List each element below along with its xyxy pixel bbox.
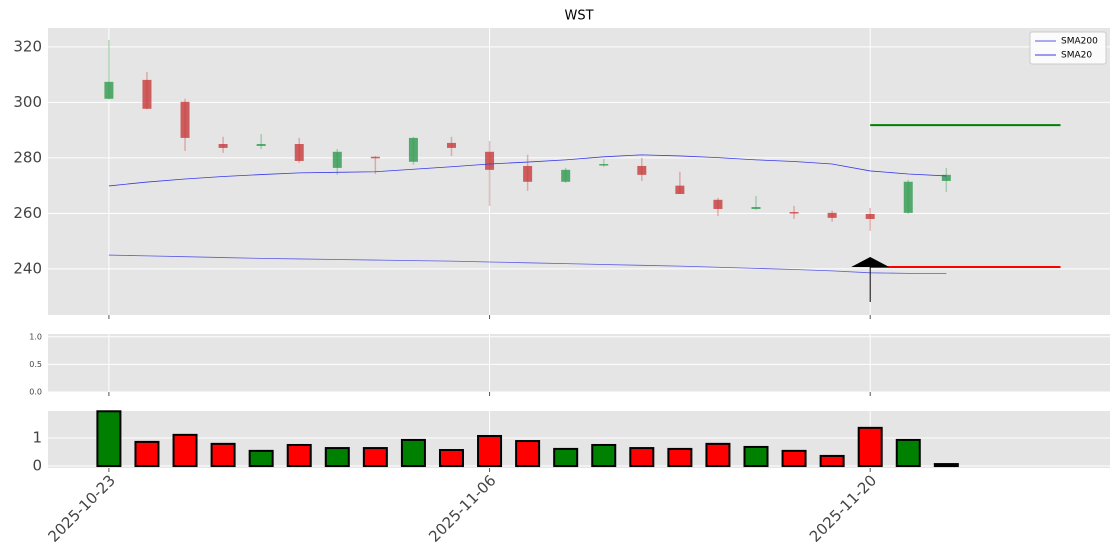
y-tick-label: 0.5 xyxy=(29,360,42,369)
volume-bar xyxy=(781,449,807,468)
panel-background xyxy=(48,411,1110,468)
y-tick-label: 240 xyxy=(13,259,42,277)
y-tick-label: 1 xyxy=(32,428,42,446)
candle-body xyxy=(941,174,951,181)
candle-body xyxy=(180,101,190,138)
panel-background xyxy=(48,334,1110,392)
candle-body xyxy=(256,144,266,146)
y-tick-label: 0.0 xyxy=(29,388,42,397)
x-tick-label: 2025-11-20 xyxy=(806,471,880,545)
volume-bar xyxy=(933,463,959,468)
candle-body xyxy=(332,151,342,168)
candle-body xyxy=(446,142,456,148)
candle-body xyxy=(637,165,647,175)
sma-line xyxy=(108,154,947,187)
candle-body xyxy=(294,144,304,161)
volume-bar xyxy=(553,447,579,468)
volume-bar xyxy=(629,447,655,468)
volume-bar xyxy=(286,443,312,468)
x-tick-label: 2025-11-06 xyxy=(425,471,499,545)
volume-bar xyxy=(591,443,617,468)
y-tick-label: 280 xyxy=(13,148,42,166)
sma-line xyxy=(108,254,947,275)
volume-bar xyxy=(895,438,921,468)
candle-body xyxy=(675,185,685,194)
candle-body xyxy=(370,156,380,159)
volume-bar xyxy=(134,440,160,468)
y-tick-label: 0 xyxy=(32,457,42,475)
candle-body xyxy=(104,81,114,99)
candle-body xyxy=(142,79,152,109)
candle-body xyxy=(865,213,875,219)
volume-bar xyxy=(324,447,350,468)
volume-bar xyxy=(667,447,693,468)
candle-body xyxy=(599,164,609,166)
legend-label: SMA200 xyxy=(1061,37,1098,47)
volume-bar xyxy=(248,449,274,468)
candle-body xyxy=(485,151,495,170)
legend-label: SMA20 xyxy=(1061,51,1092,61)
legend: SMA200 SMA20 xyxy=(1029,31,1107,65)
y-tick-label: 260 xyxy=(13,204,42,222)
volume-bar xyxy=(819,454,845,468)
volume-bar xyxy=(362,447,388,468)
y-tick-label: 320 xyxy=(13,37,42,55)
candle-body xyxy=(523,165,533,182)
volume-bar xyxy=(515,440,541,468)
y-tick-label: 1.0 xyxy=(29,332,42,341)
volume-bar xyxy=(743,445,769,468)
signal-marker xyxy=(851,256,890,267)
volume-bar xyxy=(210,442,236,468)
volume-bar xyxy=(96,410,122,468)
legend-box xyxy=(1029,31,1107,65)
volume-bar xyxy=(438,449,464,468)
x-tick-label: 2025-10-23 xyxy=(45,471,119,545)
candle-body xyxy=(751,207,761,209)
candle-body xyxy=(713,199,723,209)
candle-body xyxy=(218,144,228,148)
volume-bar xyxy=(705,442,731,468)
candle-body xyxy=(903,181,913,213)
volume-bar xyxy=(172,433,198,468)
volume-bar xyxy=(400,438,426,468)
chart-title: WST xyxy=(564,9,593,24)
volume-bar xyxy=(477,434,503,468)
candle-body xyxy=(408,137,418,162)
candle-body xyxy=(561,169,571,182)
candle-body xyxy=(827,212,837,218)
panel-background xyxy=(48,28,1110,315)
candle-body xyxy=(789,212,799,214)
volume-bar xyxy=(857,426,883,468)
y-tick-label: 300 xyxy=(13,93,42,111)
